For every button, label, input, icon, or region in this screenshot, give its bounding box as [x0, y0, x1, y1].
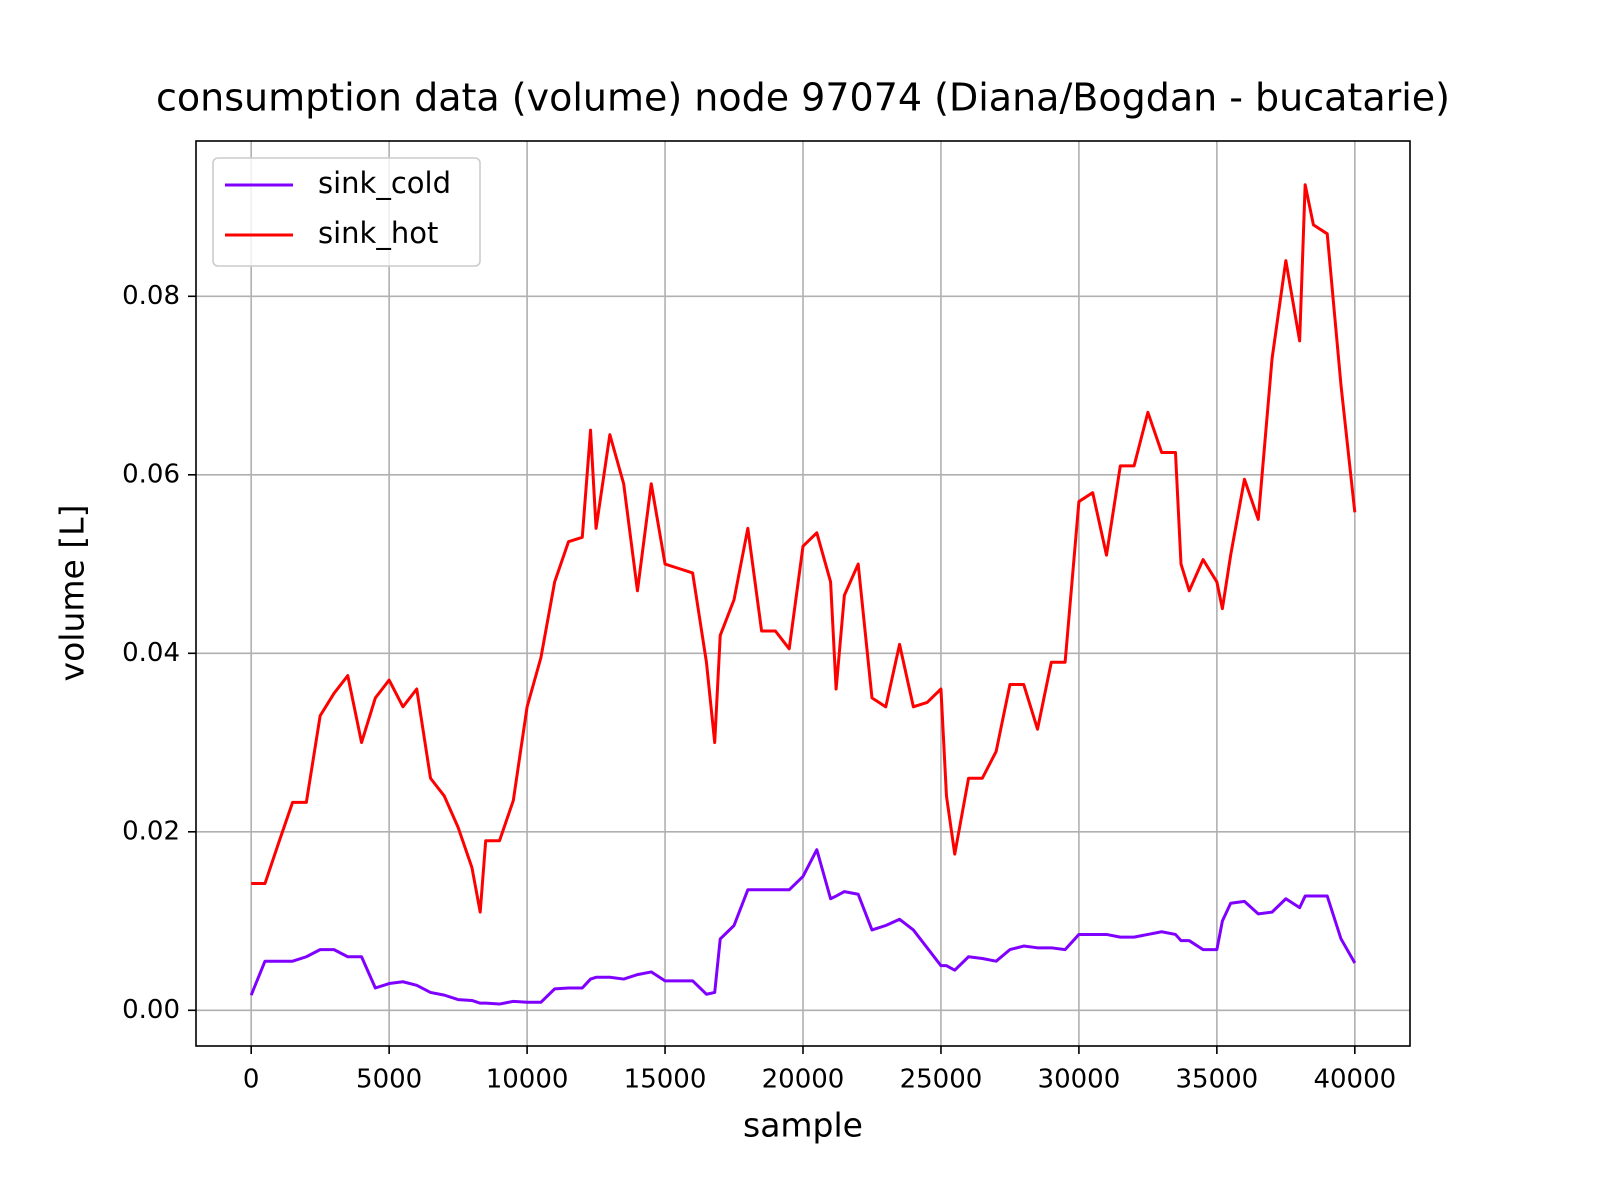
x-tick-label: 20000	[762, 1065, 845, 1095]
y-tick-label: 0.08	[122, 281, 180, 311]
data-line	[249, 848, 1357, 1006]
y-tick-label: 0.06	[122, 459, 180, 489]
x-tick-label: 0	[243, 1065, 260, 1095]
chart-title: consumption data (volume) node 97074 (Di…	[156, 76, 1450, 120]
legend-label: sink_cold	[318, 166, 451, 200]
plot-frame	[195, 140, 1411, 1047]
y-tick-label: 0.04	[122, 638, 180, 668]
x-tick-label: 25000	[900, 1065, 983, 1095]
y-tick-label: 0.02	[122, 816, 180, 846]
x-tick-label: 5000	[356, 1065, 422, 1095]
x-tick-label: 30000	[1038, 1065, 1121, 1095]
x-tick-label: 15000	[624, 1065, 707, 1095]
y-tick-label: 0.00	[122, 995, 180, 1025]
x-tick-label: 10000	[486, 1065, 569, 1095]
x-tick-label: 40000	[1313, 1065, 1396, 1095]
x-axis-label: sample	[743, 1106, 863, 1145]
y-axis-label: volume [L]	[53, 505, 92, 682]
data-line	[251, 183, 1357, 914]
x-tick-label: 35000	[1176, 1065, 1259, 1095]
legend-label: sink_hot	[318, 216, 438, 250]
